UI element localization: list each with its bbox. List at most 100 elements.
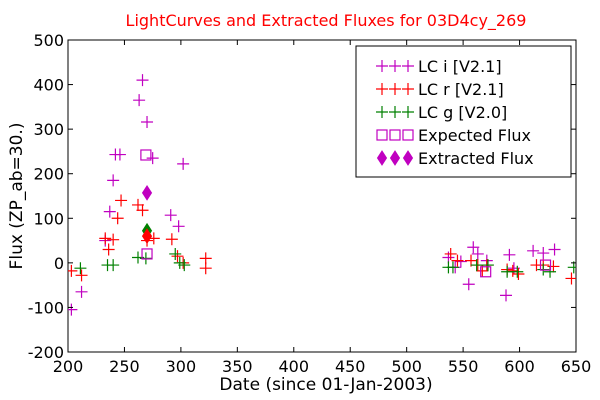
data-point	[99, 232, 112, 245]
data-point	[565, 272, 576, 285]
data-point	[548, 243, 561, 256]
data-point	[462, 278, 475, 291]
legend-marker	[402, 150, 414, 166]
x-tick-label: 200	[53, 357, 84, 376]
data-point	[547, 260, 560, 273]
data-point	[141, 116, 154, 129]
data-point	[113, 148, 126, 161]
data-point	[68, 264, 78, 277]
data-point	[107, 174, 120, 187]
legend-marker	[389, 60, 401, 72]
x-axis-label: Date (since 01-Jan-2003)	[219, 375, 432, 395]
legend-label: LC g [V2.0]	[418, 103, 507, 122]
data-point	[501, 265, 514, 278]
chart-title: LightCurves and Extracted Fluxes for 03D…	[126, 11, 527, 31]
series-4	[141, 184, 153, 201]
x-tick-label: 450	[335, 357, 366, 376]
x-tick-label: 550	[448, 357, 479, 376]
data-point	[512, 268, 525, 280]
data-point	[444, 247, 457, 260]
data-point	[141, 184, 153, 201]
series-3	[140, 149, 552, 278]
x-tick-label: 350	[222, 357, 253, 376]
y-tick-label: 400	[33, 76, 64, 95]
data-point	[164, 209, 177, 222]
legend-marker	[402, 106, 414, 118]
legend-marker	[389, 106, 401, 118]
data-point	[178, 259, 191, 272]
x-tick-label: 600	[504, 357, 535, 376]
legend-marker	[376, 129, 388, 141]
data-point	[471, 247, 484, 260]
legend: LC i [V2.1] LC r [V2.1] LC g [V2.0] Expecte…	[355, 45, 572, 178]
data-point	[454, 255, 467, 268]
legend-entry: Extracted Flux	[376, 149, 534, 168]
data-point	[68, 303, 78, 316]
y-tick-label: 200	[33, 165, 64, 184]
data-point	[107, 259, 120, 272]
data-point	[111, 212, 124, 225]
y-tick-label: -200	[28, 343, 64, 362]
data-point	[146, 152, 159, 165]
data-point	[451, 254, 464, 267]
x-tick-label: 300	[166, 357, 197, 376]
data-point	[140, 149, 152, 161]
legend-marker	[402, 129, 414, 141]
legend-entry: Expected Flux	[376, 126, 531, 145]
legend-marker	[389, 83, 401, 95]
y-tick-label: 0	[54, 254, 64, 273]
legend-entry: LC r [V2.1]	[376, 80, 504, 99]
x-tick-label: 250	[109, 357, 140, 376]
legend-marker	[376, 60, 388, 72]
data-point	[539, 259, 552, 271]
legend-label: Extracted Flux	[418, 149, 534, 168]
legend-marker	[402, 60, 414, 72]
series-0	[68, 74, 561, 316]
data-point	[107, 233, 120, 246]
data-point	[103, 205, 116, 218]
data-point	[141, 228, 153, 245]
legend-entry: LC i [V2.1]	[376, 57, 502, 76]
series-6	[141, 228, 153, 245]
y-tick-label: 100	[33, 209, 64, 228]
y-tick-label: -100	[28, 298, 64, 317]
legend-label: LC r [V2.1]	[418, 80, 504, 99]
data-point	[500, 289, 513, 302]
data-point	[503, 248, 516, 261]
data-point	[136, 74, 149, 87]
y-axis-label: Flux (ZP_ab=30.)	[7, 123, 27, 270]
legend-label: Expected Flux	[418, 126, 531, 145]
axis-ticks: 200 250 300 350 400 450 500 550 600 650 -200 -100 0 1…	[28, 31, 592, 376]
data-point	[115, 194, 128, 207]
y-tick-label: 500	[33, 31, 64, 50]
data-point	[169, 247, 182, 260]
plot-frame	[67, 39, 577, 353]
data-point	[74, 262, 87, 275]
data-point	[171, 250, 184, 263]
legend-marker	[402, 83, 414, 95]
x-tick-label: 400	[279, 357, 310, 376]
data-point	[511, 265, 524, 278]
data-point	[446, 261, 459, 274]
x-tick-label: 650	[561, 357, 592, 376]
data-point	[75, 269, 88, 282]
data-point	[133, 94, 146, 107]
legend-entry: LC g [V2.0]	[376, 103, 507, 122]
data-point	[481, 259, 494, 272]
legend-marker	[376, 150, 388, 166]
plot-area	[67, 39, 577, 353]
x-tick-label: 500	[391, 357, 422, 376]
data-point	[172, 220, 185, 233]
legend-marker	[389, 150, 401, 166]
legend-marker	[389, 129, 401, 141]
data-point	[136, 204, 149, 217]
legend-marker	[376, 106, 388, 118]
data-point	[199, 262, 212, 275]
data-point	[75, 285, 88, 298]
data-point	[537, 247, 550, 260]
data-point	[467, 241, 480, 254]
legend-marker	[376, 83, 388, 95]
data-point	[165, 233, 178, 246]
data-point	[527, 244, 540, 257]
